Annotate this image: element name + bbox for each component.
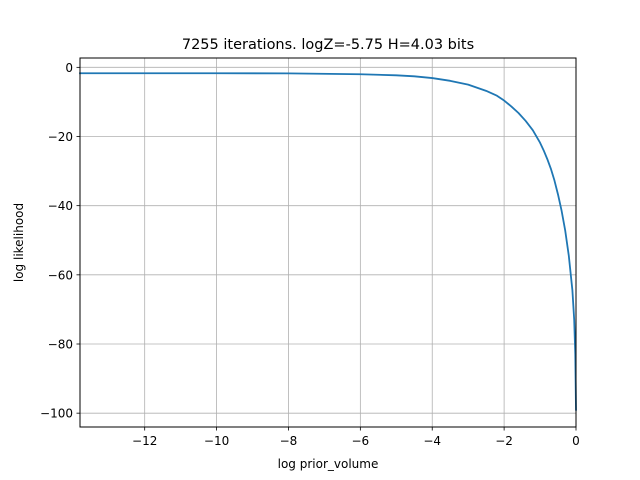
y-tick-label: −80 bbox=[48, 338, 73, 352]
y-tick-label: −40 bbox=[48, 199, 73, 213]
chart-title: 7255 iterations. logZ=-5.75 H=4.03 bits bbox=[182, 37, 474, 53]
y-tick-label: −100 bbox=[40, 407, 73, 421]
y-axis: 0 −20 −40 −60 −80 −100 bbox=[40, 61, 80, 421]
series-layer bbox=[79, 72, 577, 411]
x-tick-label: −12 bbox=[132, 434, 157, 448]
y-tick-label: −20 bbox=[48, 130, 73, 144]
plot-frame bbox=[79, 57, 577, 428]
y-tick-label: 0 bbox=[65, 61, 73, 75]
x-tick-label: −4 bbox=[423, 434, 441, 448]
grid bbox=[80, 58, 577, 427]
y-tick-label: −60 bbox=[48, 268, 73, 282]
x-tick-label: −10 bbox=[204, 434, 229, 448]
x-tick-label: −6 bbox=[351, 434, 369, 448]
series-line bbox=[79, 72, 577, 411]
x-axis: −12 −10 −8 −6 −4 −2 0 bbox=[132, 427, 580, 448]
x-tick-label: 0 bbox=[572, 434, 580, 448]
y-axis-label: log likelihood bbox=[12, 203, 26, 282]
x-tick-label: −8 bbox=[280, 434, 298, 448]
x-tick-label: −2 bbox=[495, 434, 513, 448]
x-axis-label: log prior_volume bbox=[278, 457, 379, 471]
